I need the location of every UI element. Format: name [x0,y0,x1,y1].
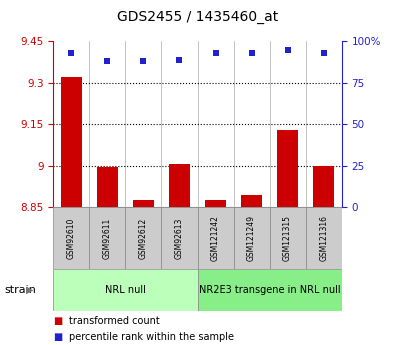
Text: ■: ■ [53,316,62,326]
Text: GSM121242: GSM121242 [211,215,220,261]
Bar [53,269,198,310]
Text: GSM92612: GSM92612 [139,217,148,259]
Bar [60,77,82,207]
Bar [97,167,118,207]
Text: GSM92610: GSM92610 [67,217,76,259]
Bar [198,269,342,310]
Bar [198,207,233,269]
Bar [270,207,306,269]
Text: transformed count: transformed count [69,316,160,326]
Text: percentile rank within the sample: percentile rank within the sample [69,332,234,342]
Bar [233,207,270,269]
Text: NR2E3 transgene in NRL null: NR2E3 transgene in NRL null [199,285,340,295]
Text: GSM92613: GSM92613 [175,217,184,259]
Bar [162,207,198,269]
Text: GSM121249: GSM121249 [247,215,256,261]
Text: GDS2455 / 1435460_at: GDS2455 / 1435460_at [117,10,278,24]
Bar [133,200,154,207]
Bar [169,164,190,207]
Bar [126,207,162,269]
Text: GSM121316: GSM121316 [319,215,328,261]
Bar [241,195,262,207]
Bar [205,199,226,207]
Text: GSM92611: GSM92611 [103,217,112,259]
Bar [53,207,89,269]
Text: ■: ■ [53,332,62,342]
Bar [313,166,335,207]
Text: GSM121315: GSM121315 [283,215,292,261]
Text: ▶: ▶ [26,285,33,295]
Text: strain: strain [4,285,36,295]
Bar [277,130,299,207]
Bar [89,207,126,269]
Bar [306,207,342,269]
Text: NRL null: NRL null [105,285,146,295]
